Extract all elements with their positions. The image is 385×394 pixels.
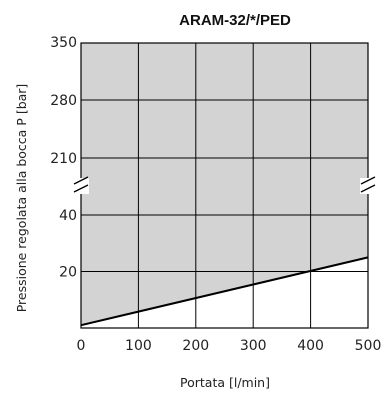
x-tick-label: 500 (355, 338, 382, 354)
chart-title: ARAM-32/*/PED (179, 12, 291, 29)
y-axis-ticks: 20 40 210 280 350 (50, 35, 77, 281)
x-tick-label: 200 (182, 338, 209, 354)
y-tick-label: 350 (50, 35, 77, 51)
axis-break-mark (73, 176, 89, 185)
y-axis-label: Pressione regolata alla bocca P [bar] (14, 84, 29, 313)
x-axis-ticks: 0 100 200 300 400 500 (77, 338, 382, 354)
y-tick-label: 210 (50, 151, 77, 167)
x-axis-label: Portata [l/min] (180, 375, 270, 390)
min-pressure-line (80, 256, 369, 327)
plot-area (73, 42, 376, 329)
x-tick-label: 300 (240, 338, 267, 354)
y-tick-label: 20 (59, 265, 77, 281)
axis-break-mark (360, 184, 376, 193)
y-tick-label: 280 (50, 93, 77, 109)
x-tick-label: 400 (297, 338, 324, 354)
y-tick-label: 40 (59, 208, 77, 224)
x-tick-label: 100 (125, 338, 152, 354)
axis-break-mark (360, 176, 376, 185)
operating-area (81, 43, 368, 326)
x-tick-label: 0 (77, 338, 86, 354)
axis-break-mark (73, 184, 89, 193)
